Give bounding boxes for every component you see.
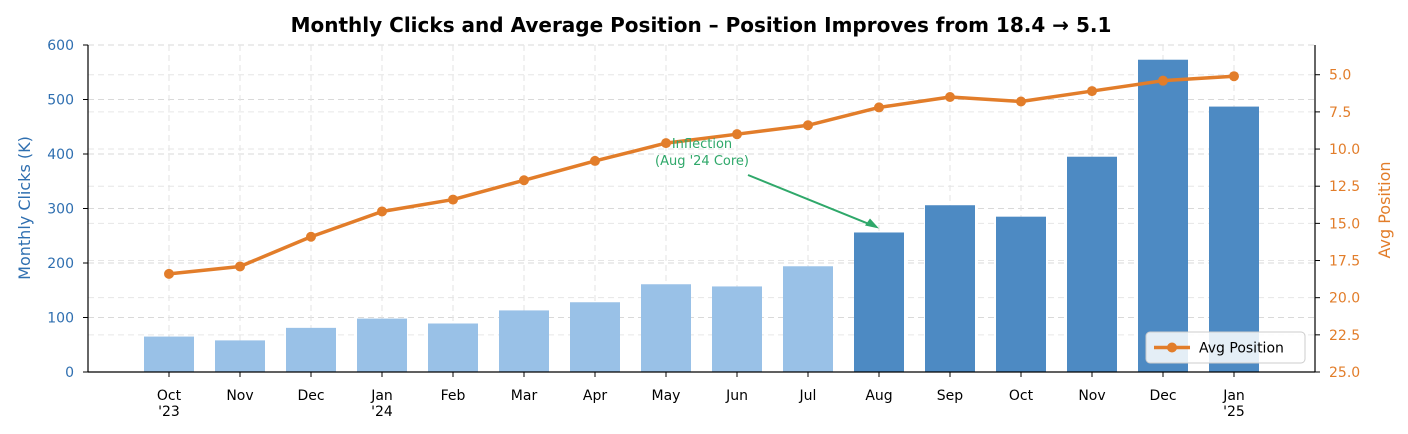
- bar: [641, 284, 691, 372]
- annotation-arrowhead: [865, 218, 879, 229]
- bar: [286, 327, 336, 372]
- legend-marker: [1167, 342, 1177, 353]
- x-tick-label: Nov: [226, 388, 253, 404]
- position-point: [1229, 71, 1239, 82]
- bar: [570, 302, 620, 372]
- legend-label: Avg Position: [1199, 341, 1284, 357]
- x-tick-label: Sep: [937, 388, 964, 404]
- position-point: [1158, 75, 1168, 86]
- bar: [1209, 106, 1259, 373]
- y-right-tick-label: 20.0: [1329, 291, 1360, 307]
- y-right-tick-label: 25.0: [1329, 365, 1360, 381]
- x-tick-label: Apr: [583, 388, 607, 404]
- bar: [357, 318, 407, 372]
- position-point: [1087, 86, 1097, 97]
- position-point: [164, 268, 174, 279]
- position-point: [661, 138, 671, 149]
- bar: [1067, 156, 1117, 372]
- x-tick-label: '24: [371, 404, 393, 420]
- grid: [88, 44, 1315, 373]
- y-left-tick-label: 200: [47, 256, 74, 272]
- y-left-tick-label: 400: [47, 147, 74, 163]
- x-tick-label: May: [652, 388, 681, 404]
- y-left-tick-label: 500: [47, 93, 74, 109]
- y-left-tick-label: 100: [47, 311, 74, 327]
- bar: [996, 216, 1046, 372]
- legend: Avg Position: [1145, 331, 1306, 364]
- annotation-text: (Aug '24 Core): [655, 154, 749, 169]
- position-line-path: [168, 74, 1235, 276]
- x-tick-label: '23: [158, 404, 180, 420]
- bars: [144, 59, 1259, 373]
- x-tick-label: '25: [1223, 404, 1245, 420]
- x-tick-label: Oct: [157, 388, 182, 404]
- y-left-tick-label: 0: [65, 365, 74, 381]
- x-tick-label: Jan: [1222, 388, 1245, 404]
- position-point: [590, 155, 600, 166]
- y-right-tick-label: 22.5: [1329, 328, 1360, 344]
- x-tick-label: Jan: [370, 388, 393, 404]
- x-tick-label: Dec: [297, 388, 324, 404]
- x-tick-label: Feb: [441, 388, 466, 404]
- bar: [854, 232, 904, 372]
- y-left-tick-label: 600: [47, 38, 74, 54]
- annotation-text: Inflection: [672, 137, 732, 152]
- y-axis-left-label: Monthly Clicks (K): [15, 136, 34, 280]
- y-right-tick-label: 7.5: [1329, 105, 1351, 121]
- axes: 0 100 200 300 400 500 600 5.0 7.5 10.0 12.5 15.0 17.…: [47, 38, 1360, 420]
- bar: [712, 286, 762, 372]
- bar: [783, 266, 833, 372]
- position-point: [1016, 96, 1026, 107]
- x-tick-label: Aug: [865, 388, 892, 404]
- position-point: [448, 194, 458, 205]
- x-tick-label: Mar: [511, 388, 538, 404]
- bar: [925, 205, 975, 372]
- y-right-tick-label: 12.5: [1329, 179, 1360, 195]
- x-tick-label: Jul: [799, 388, 817, 404]
- y-axis-right-label: Avg Position: [1375, 161, 1394, 258]
- y-right-tick-label: 15.0: [1329, 216, 1360, 232]
- annotation: Inflection (Aug '24 Core): [655, 137, 879, 229]
- x-tick-label: Nov: [1078, 388, 1105, 404]
- position-point: [732, 129, 742, 140]
- x-tick-label: Dec: [1149, 388, 1176, 404]
- position-point: [803, 120, 813, 131]
- bar: [144, 336, 194, 372]
- position-point: [945, 92, 955, 103]
- legend-box: [1145, 331, 1306, 364]
- y-left-tick-label: 300: [47, 202, 74, 218]
- chart-title: Monthly Clicks and Average Position – Po…: [291, 13, 1112, 37]
- bar: [428, 323, 478, 372]
- x-tick-label: Oct: [1009, 388, 1034, 404]
- bar: [499, 310, 549, 372]
- position-point: [377, 206, 387, 217]
- position-point: [519, 175, 529, 186]
- annotation-arrow-line: [747, 174, 876, 228]
- position-line: [164, 71, 1239, 279]
- position-point: [235, 261, 245, 272]
- y-right-tick-label: 17.5: [1329, 254, 1360, 270]
- position-point: [874, 102, 884, 113]
- bar: [1138, 59, 1188, 373]
- y-right-tick-label: 10.0: [1329, 142, 1360, 158]
- y-right-tick-label: 5.0: [1329, 68, 1351, 84]
- position-point: [306, 231, 316, 242]
- x-tick-label: Jun: [725, 388, 748, 404]
- bar: [215, 340, 265, 372]
